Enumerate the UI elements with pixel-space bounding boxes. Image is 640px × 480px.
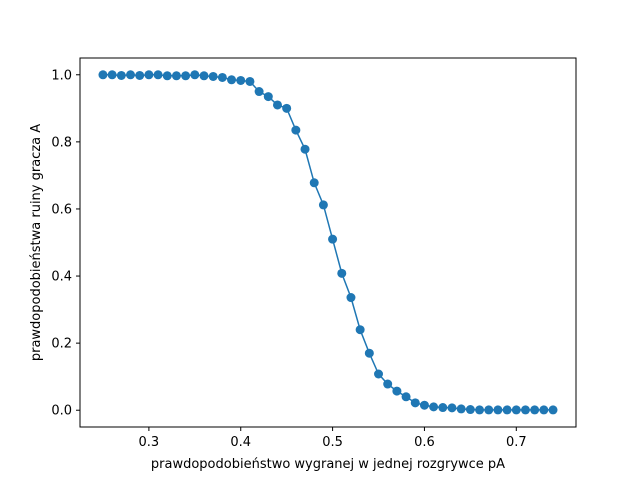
data-point (98, 70, 108, 80)
plot-area (98, 70, 558, 415)
data-point (181, 71, 191, 81)
data-point (309, 178, 319, 188)
data-point (116, 70, 126, 80)
data-point (236, 75, 246, 85)
axis-ticks: 0.3 0.4 0.5 0.6 0.7 0.0 0.2 0.4 0.6 0.8 1.0 (51, 68, 526, 450)
y-tick-label: 0.0 (51, 404, 72, 419)
data-point (493, 405, 503, 415)
data-point (126, 70, 136, 80)
data-point (208, 71, 218, 81)
y-axis-label: prawdopodobieństwa ruiny gracza A (29, 124, 44, 361)
data-point (530, 405, 540, 415)
data-point (282, 103, 292, 113)
data-point (300, 144, 310, 154)
y-tick-label: 0.8 (51, 135, 72, 150)
data-point (410, 398, 420, 408)
data-point (484, 405, 494, 415)
data-point (135, 70, 145, 80)
data-point (227, 75, 237, 85)
data-point (291, 125, 301, 135)
data-point (245, 76, 255, 86)
data-point (465, 405, 475, 415)
data-point (337, 268, 347, 278)
x-tick-label: 0.4 (230, 435, 251, 450)
data-point (438, 403, 448, 413)
data-point (199, 71, 209, 81)
data-point (190, 70, 200, 80)
y-tick-label: 1.0 (51, 68, 72, 83)
data-point (383, 379, 393, 389)
data-point (392, 386, 402, 396)
data-point (254, 87, 264, 97)
x-tick-label: 0.5 (322, 435, 343, 450)
data-point (419, 400, 429, 410)
data-point (401, 392, 411, 402)
data-point (511, 405, 521, 415)
data-point (263, 92, 273, 102)
data-point (355, 325, 365, 335)
data-point (217, 72, 227, 82)
data-point (456, 404, 466, 414)
x-tick-label: 0.7 (506, 435, 527, 450)
x-axis-label: prawdopodobieństwo wygranej w jednej roz… (151, 457, 505, 472)
data-point (364, 348, 374, 358)
data-point (475, 405, 485, 415)
data-point (548, 405, 558, 415)
data-point (328, 234, 338, 244)
data-point (429, 402, 439, 412)
data-point (162, 71, 172, 81)
y-tick-label: 0.6 (51, 202, 72, 217)
x-tick-label: 0.3 (139, 435, 160, 450)
axes-frame (79, 57, 577, 428)
y-tick-label: 0.4 (51, 270, 72, 285)
data-point (447, 403, 457, 413)
data-point (171, 71, 181, 81)
data-point (502, 405, 512, 415)
data-point (107, 70, 117, 80)
data-point (520, 405, 530, 415)
data-point (539, 405, 549, 415)
data-point (144, 70, 154, 80)
data-point (318, 200, 328, 210)
data-point (374, 369, 384, 379)
data-point (272, 100, 282, 110)
data-point (346, 293, 356, 303)
data-point (153, 70, 163, 80)
x-tick-label: 0.6 (414, 435, 435, 450)
y-tick-label: 0.2 (51, 337, 72, 352)
